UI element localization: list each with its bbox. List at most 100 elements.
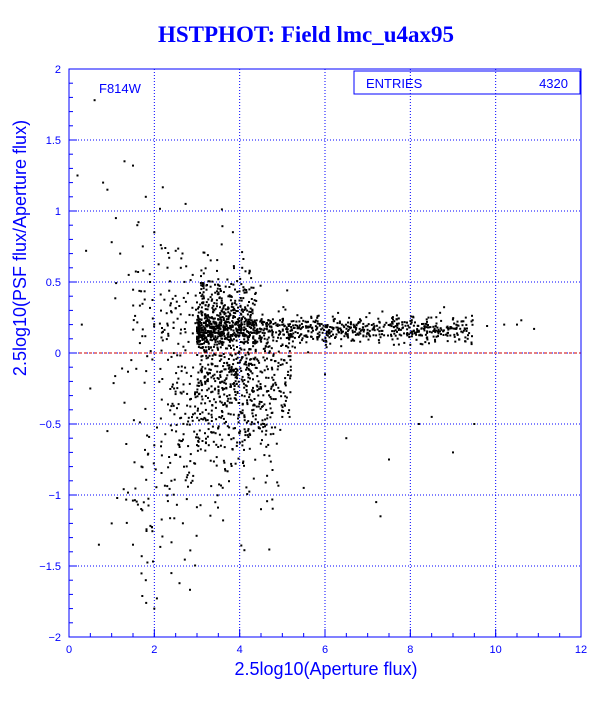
data-point	[270, 359, 273, 362]
data-point	[253, 319, 256, 322]
data-point	[225, 323, 228, 326]
data-point	[228, 426, 231, 429]
data-point	[435, 322, 438, 325]
data-point	[326, 324, 329, 326]
data-point	[167, 334, 170, 337]
data-point	[197, 393, 200, 396]
data-point	[199, 504, 202, 507]
data-point	[149, 524, 152, 527]
data-point	[277, 336, 279, 339]
data-point	[434, 325, 437, 328]
data-point	[241, 444, 244, 447]
data-point	[234, 312, 237, 315]
data-point	[225, 387, 228, 390]
data-point	[241, 266, 244, 269]
data-point	[212, 308, 215, 311]
data-point	[223, 362, 226, 364]
data-point	[303, 334, 306, 337]
data-point	[242, 462, 244, 464]
data-point	[239, 367, 242, 370]
data-point	[182, 422, 185, 425]
data-point	[281, 329, 284, 332]
data-point	[147, 497, 150, 500]
data-point	[316, 326, 319, 329]
data-point	[230, 328, 233, 331]
data-point	[172, 321, 175, 324]
data-point	[132, 319, 135, 322]
data-point	[244, 340, 247, 343]
data-point	[242, 258, 245, 260]
data-point	[217, 314, 220, 317]
data-point	[251, 323, 254, 326]
data-point	[178, 444, 181, 446]
data-point	[175, 503, 178, 506]
data-point	[381, 333, 383, 336]
data-point	[270, 387, 273, 390]
data-point	[207, 303, 210, 306]
data-point	[272, 354, 275, 357]
data-point	[195, 506, 198, 509]
data-point	[397, 322, 400, 325]
data-point	[314, 325, 317, 328]
data-point	[238, 317, 241, 319]
data-point	[378, 333, 381, 336]
data-point	[199, 282, 202, 284]
data-point	[407, 324, 410, 327]
data-point	[289, 369, 292, 372]
data-point	[285, 328, 288, 331]
data-point	[262, 321, 265, 324]
data-point	[204, 382, 207, 385]
data-point	[367, 338, 370, 341]
data-point	[247, 429, 250, 432]
data-point	[238, 290, 241, 293]
data-point	[295, 320, 298, 323]
data-point	[229, 334, 232, 337]
data-point	[245, 486, 248, 489]
data-point	[217, 348, 219, 351]
data-point	[166, 322, 169, 325]
data-point	[224, 328, 227, 331]
data-point	[243, 414, 246, 417]
data-point	[160, 398, 163, 401]
data-point	[112, 382, 115, 385]
data-point	[391, 338, 394, 341]
data-point	[204, 449, 207, 452]
data-point	[132, 304, 135, 307]
data-point	[210, 322, 213, 325]
data-point	[309, 324, 312, 326]
data-point	[460, 330, 463, 333]
data-point	[148, 273, 151, 276]
data-point	[205, 325, 208, 328]
data-point	[201, 282, 204, 284]
data-point	[228, 327, 231, 330]
data-point	[337, 311, 340, 314]
data-point	[214, 307, 217, 310]
data-point	[219, 327, 222, 330]
data-point	[216, 305, 218, 308]
data-point	[186, 292, 189, 295]
data-point	[234, 288, 236, 291]
data-point	[237, 306, 239, 309]
data-point	[164, 433, 167, 436]
data-point	[206, 323, 209, 326]
data-point	[271, 318, 274, 321]
data-point	[232, 283, 235, 286]
data-point	[424, 322, 427, 325]
data-point	[254, 356, 257, 359]
data-point	[336, 329, 339, 332]
data-point	[274, 381, 277, 384]
data-point	[187, 416, 190, 419]
data-point	[346, 330, 349, 333]
data-point	[258, 400, 261, 403]
data-point	[209, 368, 212, 371]
data-point	[218, 284, 221, 287]
data-point	[265, 423, 268, 426]
data-point	[207, 320, 210, 323]
data-point	[381, 310, 384, 313]
data-point	[276, 325, 279, 327]
data-point	[289, 355, 292, 358]
data-point	[300, 316, 303, 319]
data-point	[398, 333, 401, 336]
chart-title: HSTPHOT: Field lmc_u4ax95	[157, 22, 455, 47]
data-point	[383, 323, 386, 326]
